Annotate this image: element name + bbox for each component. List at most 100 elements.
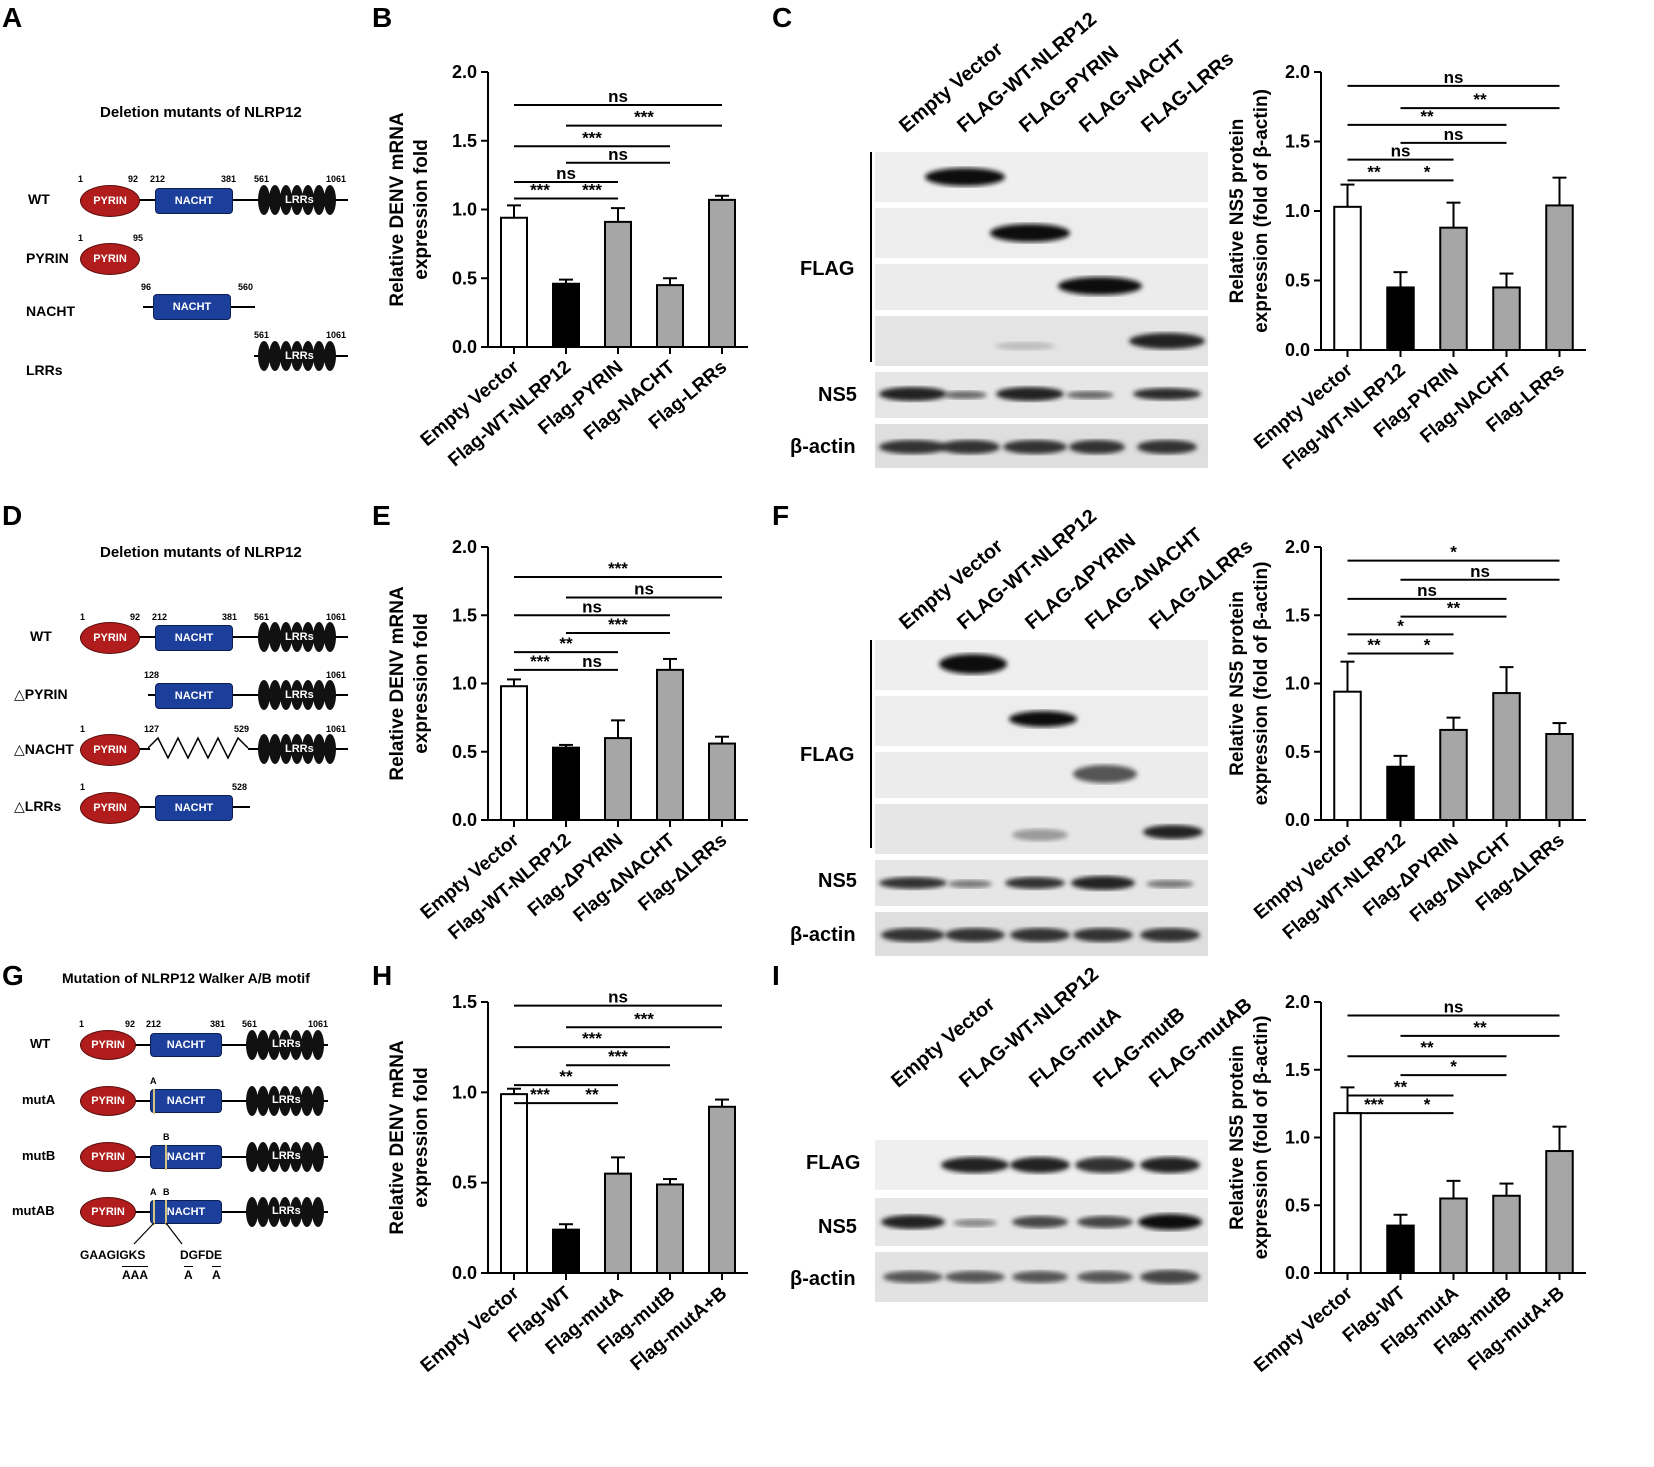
bar <box>1545 733 1574 822</box>
y-axis-label: expression fold <box>411 613 432 753</box>
bar <box>1492 692 1521 821</box>
residue-number: 561 <box>254 174 270 184</box>
row-label: LRRs <box>26 362 63 378</box>
significance-label: ns <box>608 87 628 106</box>
residue-number: 1 <box>78 233 84 243</box>
pyrin-domain: PYRIN <box>80 734 140 766</box>
significance-label: *** <box>608 1047 628 1066</box>
residue-number: 1 <box>78 174 84 184</box>
lrrs-label: LRRs <box>272 1150 301 1162</box>
significance-label: *** <box>608 559 628 578</box>
blot-row-label-actin: β-actin <box>790 924 856 946</box>
residue-number: 1061 <box>326 670 347 680</box>
chart-e: 0.0 0.5 1.0 1.5 2.0 Relative DENV mRNA express… <box>387 537 748 944</box>
significance-label: * <box>1424 1095 1431 1114</box>
blot-row-label-flag: FLAG <box>800 744 855 766</box>
significance-label: * <box>1424 635 1431 654</box>
residue-number: 381 <box>210 1019 226 1029</box>
lrrs-label: LRRs <box>272 1094 301 1106</box>
significance-label: *** <box>1364 1095 1384 1114</box>
lrrs-domain <box>258 734 336 764</box>
blot-row-label-ns5: NS5 <box>818 1216 857 1238</box>
backbone-line <box>134 748 150 750</box>
residue-number: 561 <box>254 612 270 622</box>
significance-label: ** <box>559 1067 573 1086</box>
chart-b: 0.0 0.5 1.0 1.5 2.0 Relative DENV mRNA express… <box>387 62 748 471</box>
y-tick-label: 1.0 <box>452 1082 477 1102</box>
bar <box>1439 226 1468 351</box>
y-tick-label: 2.0 <box>1285 992 1310 1012</box>
y-tick-label: 0.5 <box>1285 1195 1310 1215</box>
y-tick-label: 1.5 <box>452 992 477 1012</box>
pyrin-domain: PYRIN <box>80 1142 136 1172</box>
y-tick-label: 1.5 <box>1285 605 1310 625</box>
chart-h: 0.0 0.5 1.0 1.5 Relative DENV mRNA expression… <box>387 990 748 1377</box>
significance-label: *** <box>530 652 550 671</box>
x-tick-label: Flag-mutA+B <box>1464 1283 1568 1375</box>
bar <box>1492 1194 1521 1274</box>
bar <box>656 668 684 821</box>
chart-c: 0.0 0.5 1.0 1.5 2.0 Relative NS5 protein expre… <box>1227 62 1586 474</box>
residue-number: 212 <box>150 174 166 184</box>
panel-label-c: C <box>772 2 793 33</box>
bar <box>1333 205 1362 351</box>
lrrs-domain <box>258 680 336 710</box>
chart-f: 0.0 0.5 1.0 1.5 2.0 Relative NS5 protein expre… <box>1227 537 1586 944</box>
y-tick-label: 0.0 <box>1285 1263 1310 1283</box>
lrrs-label: LRRs <box>285 743 314 755</box>
nacht-domain: NACHT <box>150 1033 222 1057</box>
row-label: mutB <box>22 1148 56 1163</box>
walker-b-sequence: DGFDE <box>180 1248 222 1262</box>
blot-row-label-ns5: NS5 <box>818 384 857 406</box>
nacht-domain: NACHT <box>155 683 233 709</box>
panel-label-h: H <box>372 960 393 991</box>
panel-label-f: F <box>772 500 790 531</box>
bar <box>708 1105 736 1274</box>
row-label: △LRRs <box>14 798 62 814</box>
significance-label: ** <box>1394 1077 1408 1096</box>
significance-label: ns <box>1444 68 1464 87</box>
lrrs-label: LRRs <box>285 689 314 701</box>
blot-row-label-actin: β-actin <box>790 1268 856 1290</box>
residue-number: 1061 <box>326 724 347 734</box>
bar <box>500 1093 528 1274</box>
residue-number: 96 <box>141 282 152 292</box>
x-tick-label: Flag-NACHT <box>1417 359 1517 447</box>
lrrs-label: LRRs <box>285 194 314 206</box>
pyrin-domain: PYRIN <box>80 1197 136 1227</box>
y-axis-label: Relative DENV mRNA <box>387 112 408 307</box>
nacht-domain: NACHT <box>153 294 231 320</box>
pyrin-domain: PYRIN <box>80 1030 136 1060</box>
blot-c-image <box>875 152 1208 468</box>
residue-number: 381 <box>222 612 238 622</box>
lane-label: FLAG-NACHT <box>1075 36 1190 138</box>
pyrin-domain: PYRIN <box>80 622 140 654</box>
panel-label-e: E <box>372 500 391 531</box>
lrrs-domain <box>246 1086 324 1116</box>
residue-number: 1 <box>80 724 86 734</box>
row-label: mutAB <box>12 1203 55 1218</box>
y-axis-label: Relative NS5 protein <box>1227 1045 1248 1230</box>
y-tick-label: 0.0 <box>452 810 477 830</box>
residue-number: 212 <box>152 612 168 622</box>
residue-number: 95 <box>133 233 144 243</box>
panel-label-d: D <box>2 500 23 531</box>
motif-marker: A <box>150 1076 157 1086</box>
residue-number: 92 <box>128 174 139 184</box>
walker-b-mutation: A <box>212 1266 221 1282</box>
significance-label: ** <box>1367 162 1381 181</box>
y-axis-label: expression (fold of β-actin) <box>1251 562 1272 806</box>
significance-label: *** <box>582 128 602 147</box>
pyrin-domain: PYRIN <box>80 792 140 824</box>
walker-b-mark <box>165 1200 167 1225</box>
pyrin-domain: PYRIN <box>80 185 140 217</box>
row-label: NACHT <box>26 303 75 319</box>
bar <box>1439 1197 1468 1275</box>
bar <box>500 216 528 348</box>
significance-label: *** <box>582 1029 602 1048</box>
lrrs-label: LRRs <box>272 1205 301 1217</box>
bar <box>552 1228 580 1274</box>
y-tick-label: 1.0 <box>452 200 477 220</box>
significance-label: ** <box>1420 1038 1434 1057</box>
bar <box>656 284 684 348</box>
